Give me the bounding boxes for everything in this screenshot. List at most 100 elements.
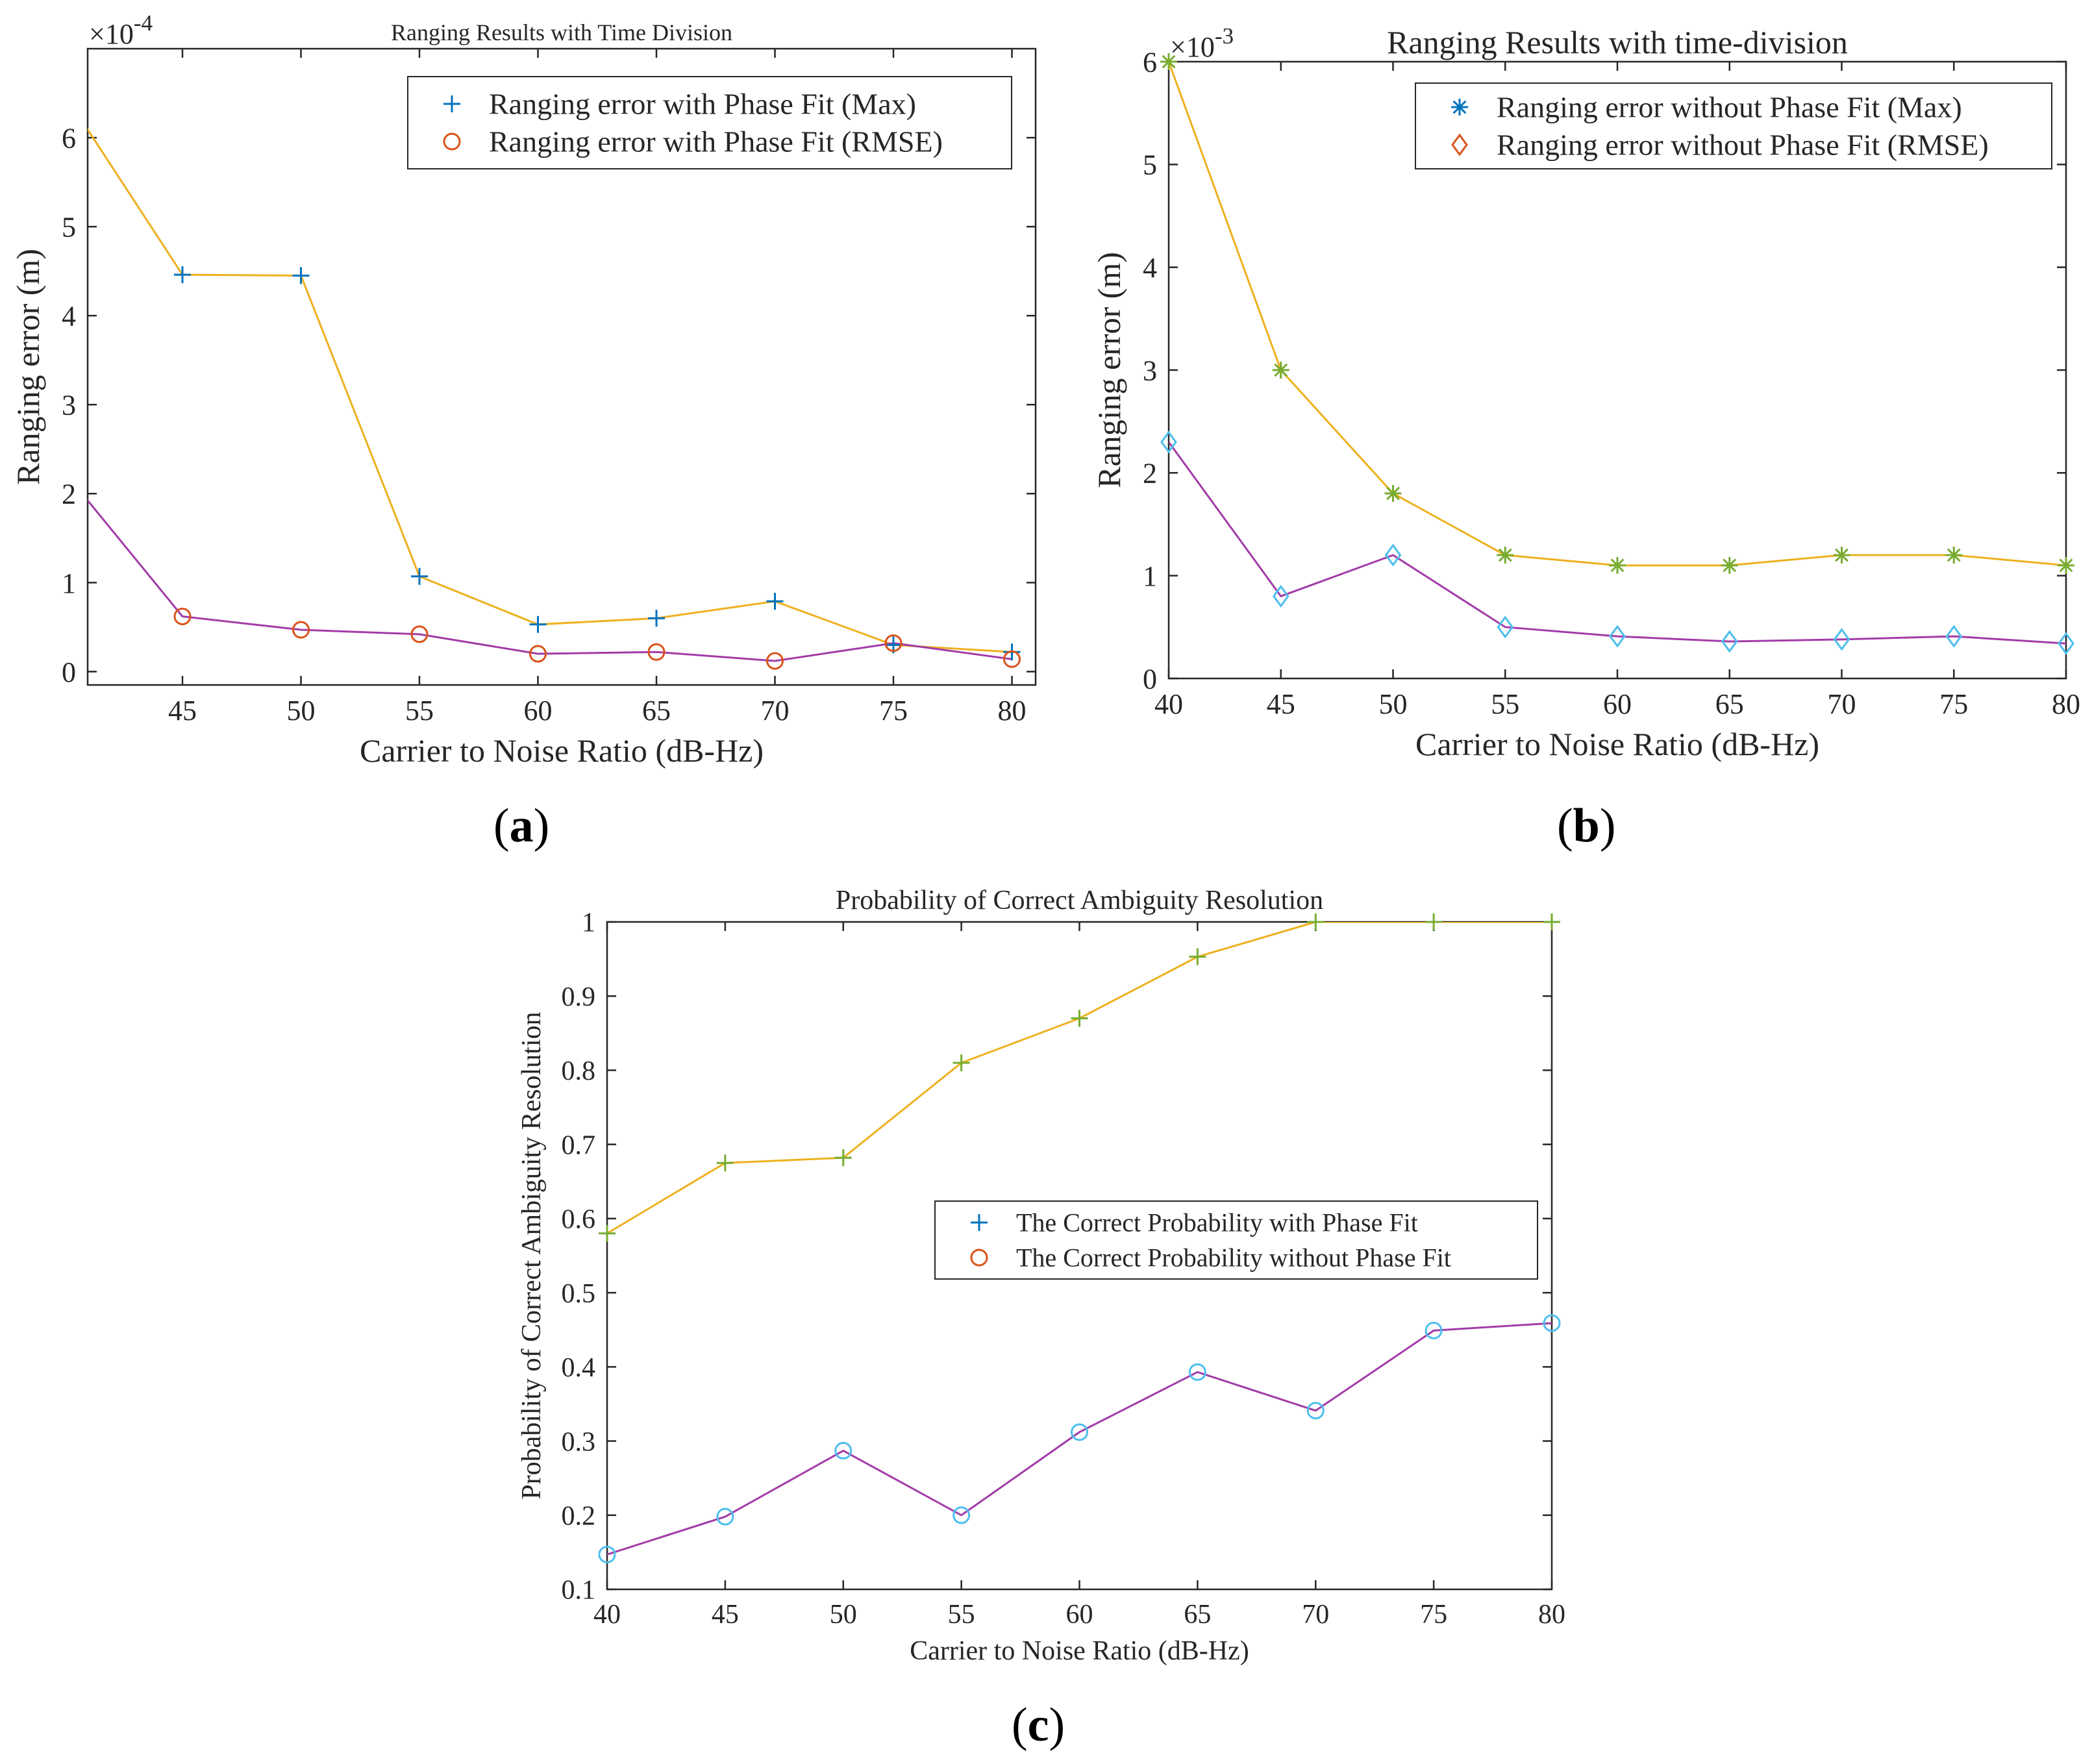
data-point-s2: [1721, 630, 1738, 653]
y-tick-label: 0.7: [562, 1130, 596, 1160]
legend-box: [1415, 82, 2052, 169]
x-tick-label: 50: [830, 1600, 857, 1630]
panel-letter-a: a: [509, 799, 534, 852]
data-point-s2: [1384, 543, 1402, 567]
series-line-2: [607, 1322, 1552, 1556]
data-point-s1: [1425, 913, 1443, 930]
data-point-s2: [953, 1506, 971, 1524]
y-tick-label: 1: [582, 908, 595, 938]
y-axis-label: Ranging error (m): [10, 249, 46, 485]
data-point-s1: [1189, 948, 1206, 965]
y-tick-label: 1: [1143, 560, 1157, 592]
data-point-s1: [1272, 362, 1289, 379]
data-point-s2: [173, 607, 192, 625]
data-point-s2: [1071, 1423, 1088, 1441]
x-tick-label: 65: [1184, 1600, 1211, 1630]
data-point-s2: [834, 1441, 853, 1460]
data-point-s2: [1497, 615, 1514, 639]
data-point-s2: [1833, 628, 1850, 651]
legend-marker-diamond: [1451, 133, 1468, 156]
legend-entry-label: Ranging error without Phase Fit (RMSE): [1497, 129, 1989, 162]
data-point-s1: [953, 1054, 970, 1072]
x-tick-label: 75: [1939, 688, 1968, 720]
legend-marker-plus: [971, 1214, 988, 1231]
data-point-s1: [411, 567, 428, 585]
data-point-s2: [1188, 1363, 1206, 1381]
legend-entry-label: Ranging error with Phase Fit (Max): [489, 88, 916, 121]
legend-entry-label: Ranging error without Phase Fit (Max): [1497, 91, 1962, 124]
x-tick-label: 60: [1066, 1600, 1093, 1630]
y-tick-label: 0.6: [562, 1205, 596, 1235]
y-tick-label: 0: [62, 656, 76, 688]
data-point-s1: [1160, 53, 1177, 70]
data-point-s1: [1497, 547, 1514, 564]
panel-label-c: (c): [1012, 1698, 1065, 1752]
panel-letter-c: c: [1027, 1698, 1049, 1752]
x-axis-label: Carrier to Noise Ratio (dB-Hz): [1415, 726, 1819, 762]
legend: Ranging error with Phase Fit (Max) Rangin…: [407, 76, 1012, 169]
data-point-s1: [599, 1224, 616, 1242]
data-point-s2: [1003, 650, 1021, 668]
y-axis-label: Ranging error (m): [1091, 252, 1127, 488]
legend-box: [407, 76, 1012, 169]
y-tick-label: 0.5: [562, 1279, 596, 1309]
legend-marker-plus: [443, 95, 460, 112]
legend: The Correct Probability with Phase Fit Th…: [934, 1200, 1538, 1280]
data-point-s2: [1609, 625, 1626, 648]
x-tick-label: 40: [593, 1600, 621, 1630]
y-tick-label: 4: [1143, 252, 1157, 284]
y-tick-label: 0.2: [562, 1501, 596, 1531]
y-tick-label: 6: [62, 122, 76, 154]
y-tick-label: 0.8: [562, 1056, 596, 1086]
data-point-s2: [1272, 584, 1289, 608]
y-tick-label: 0.3: [562, 1427, 596, 1457]
y-tick-label: 0: [1143, 663, 1157, 695]
data-point-s1: [1609, 556, 1626, 574]
data-point-s1: [834, 1149, 852, 1167]
data-point-s1: [1833, 547, 1850, 564]
y-tick-label: 5: [1143, 149, 1157, 181]
x-tick-label: 50: [287, 695, 316, 727]
x-tick-label: 80: [2052, 688, 2080, 720]
data-point-s2: [716, 1508, 734, 1526]
chart-title: Ranging Results with Time Division: [391, 19, 732, 45]
data-point-s1: [1721, 556, 1738, 574]
data-point-s1: [292, 267, 310, 284]
data-point-s1: [174, 266, 191, 284]
x-tick-label: 45: [168, 695, 197, 727]
y-tick-label: 0.9: [562, 982, 596, 1012]
y-exponent-power: -3: [1215, 23, 1234, 49]
data-point-s1: [716, 1154, 734, 1172]
y-tick-label: 0.4: [562, 1353, 596, 1383]
data-point-s1: [2058, 556, 2074, 574]
x-tick-label: 80: [1538, 1600, 1565, 1630]
y-axis-label: Probability of Correct Ambiguity Resolut…: [517, 1012, 547, 1499]
x-tick-label: 60: [1603, 688, 1632, 720]
y-tick-label: 2: [1143, 458, 1157, 490]
x-tick-label: 70: [761, 695, 790, 727]
panel-label-b: (b): [1557, 799, 1616, 852]
data-point-s1: [1945, 547, 1963, 564]
panel-letter-b: b: [1573, 799, 1600, 852]
data-point-s2: [647, 643, 666, 661]
data-point-s1: [1307, 913, 1325, 930]
x-tick-label: 75: [879, 695, 908, 727]
x-axis-label: Carrier to Noise Ratio (dB-Hz): [910, 1636, 1249, 1666]
legend-marker-asterisk: [1451, 99, 1468, 116]
data-point-s1: [1071, 1010, 1088, 1027]
legend-entry-label: The Correct Probability without Phase Fi…: [1016, 1243, 1451, 1273]
y-exponent-label: ×10-4: [89, 10, 153, 50]
y-tick-label: 3: [62, 390, 76, 421]
legend-box: [934, 1200, 1538, 1280]
x-tick-label: 70: [1828, 688, 1856, 720]
x-tick-label: 65: [642, 695, 671, 727]
panel-label-a: (a): [493, 799, 550, 852]
data-point-s1: [648, 610, 665, 627]
x-tick-label: 55: [1491, 688, 1519, 720]
data-point-s2: [529, 645, 547, 663]
data-point-s2: [766, 652, 784, 670]
x-tick-label: 75: [1420, 1600, 1447, 1630]
data-point-s2: [410, 625, 429, 643]
data-point-s2: [598, 1545, 616, 1563]
data-point-s1: [766, 593, 784, 610]
